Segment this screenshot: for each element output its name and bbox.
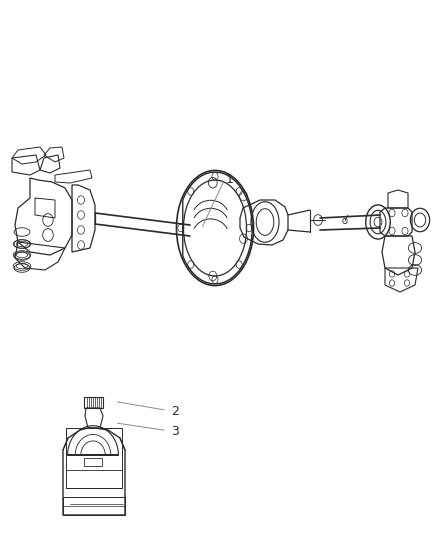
Text: 1: 1 [226, 173, 233, 186]
Text: 3: 3 [171, 425, 179, 438]
Text: 2: 2 [171, 405, 179, 418]
